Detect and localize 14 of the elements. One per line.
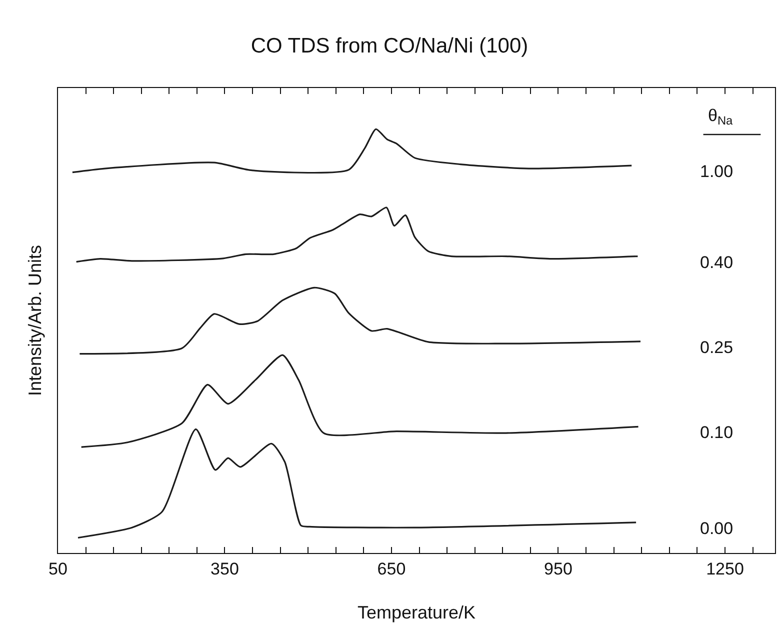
x-tick-label: 950 (544, 560, 572, 578)
x-tick-label: 50 (48, 560, 68, 578)
legend-title: θ$_{Na}$ (708, 106, 734, 128)
y-axis-title: Intensity/Arb. Units (25, 244, 46, 396)
text: 0.40 (700, 253, 734, 272)
text: 0.00 (700, 519, 734, 538)
x-tick-label: 650 (377, 560, 406, 578)
text: 0.25 (700, 338, 734, 357)
chart-title: CO TDS from CO/Na/Ni (100) (250, 34, 528, 58)
text: 0.10 (700, 423, 734, 442)
text: 1.00 (700, 162, 734, 181)
x-axis-title: Temperature/K (357, 602, 476, 623)
x-tick-label: 1250 (706, 560, 744, 578)
x-tick-label: 350 (210, 560, 239, 578)
